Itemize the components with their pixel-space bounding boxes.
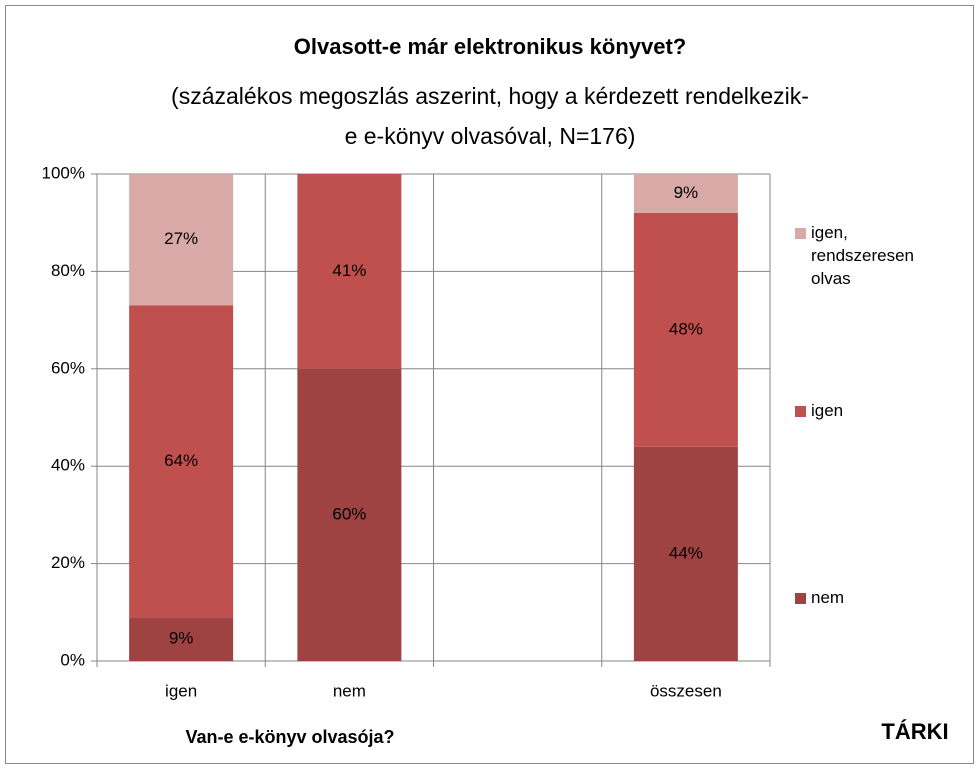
legend-swatch bbox=[795, 228, 806, 239]
data-label: 64% bbox=[164, 451, 198, 470]
x-tick-label: összesen bbox=[650, 681, 722, 700]
data-label: 60% bbox=[332, 504, 366, 523]
x-axis-label: Van-e e-könyv olvasója? bbox=[185, 727, 394, 747]
y-tick-label: 60% bbox=[51, 358, 85, 377]
bar-segment bbox=[129, 617, 234, 661]
data-label: 27% bbox=[164, 229, 198, 248]
y-tick-label: 0% bbox=[60, 650, 85, 669]
legend-label: nem bbox=[811, 588, 845, 607]
frame bbox=[5, 5, 974, 764]
bars bbox=[129, 174, 738, 661]
labels: 0% 20% 40% 60% 80% 100% igen 9% 64% 27% nem 60% 41% ö… bbox=[42, 163, 722, 700]
data-label: 41% bbox=[332, 261, 366, 280]
bar-segment bbox=[297, 174, 402, 369]
data-label: 9% bbox=[169, 629, 194, 648]
data-label: 9% bbox=[674, 183, 699, 202]
x-tick-label: igen bbox=[165, 681, 197, 700]
y-tick-label: 20% bbox=[51, 553, 85, 572]
x-tick-label: nem bbox=[333, 681, 366, 700]
bar-segment bbox=[633, 212, 738, 447]
y-tick-label: 100% bbox=[42, 163, 85, 182]
bar-segment bbox=[129, 174, 234, 306]
legend-swatch bbox=[795, 406, 806, 417]
data-label: 48% bbox=[669, 319, 703, 338]
y-tick-label: 40% bbox=[51, 456, 85, 475]
bar-segment bbox=[633, 446, 738, 661]
chart-subtitle: (százalékos megoszlás aszerint, hogy a k… bbox=[171, 83, 809, 149]
annotation: TÁRKI bbox=[881, 719, 948, 744]
bar-segment bbox=[297, 368, 402, 661]
legend-label: igen, rendszeresen olvas bbox=[811, 223, 915, 288]
legend-swatch bbox=[795, 593, 806, 604]
legend-label: igen bbox=[811, 401, 844, 420]
bar-segment bbox=[129, 305, 234, 618]
y-tick-label: 80% bbox=[51, 261, 85, 280]
data-label: 44% bbox=[669, 543, 703, 562]
chart-title: Olvasott-e már elektronikus könyvet? bbox=[293, 34, 687, 59]
bar-segment bbox=[633, 174, 738, 213]
